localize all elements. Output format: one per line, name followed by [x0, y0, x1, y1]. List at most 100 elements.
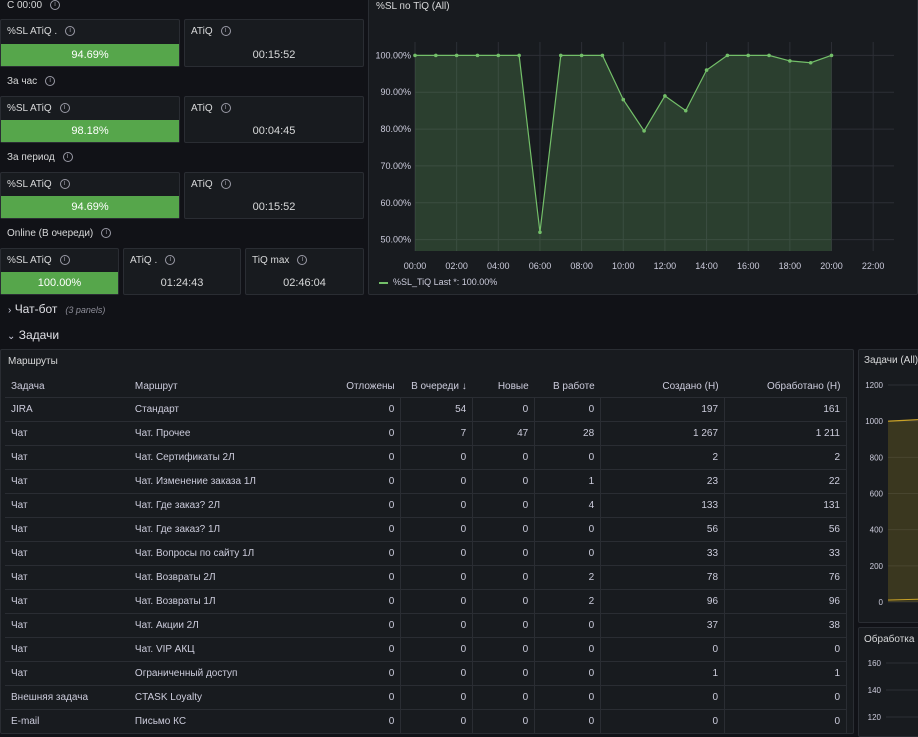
table-cell: 0	[400, 589, 474, 614]
stat-panel-sl-atiq[interactable]: %SL ATiQ .i 94.69%	[0, 19, 180, 67]
series-line[interactable]	[887, 598, 918, 601]
data-point[interactable]	[725, 53, 730, 58]
data-point[interactable]	[704, 68, 709, 72]
table-row[interactable]: Чат Чат. Возвраты 1Л 0 0 0 2 96 96	[5, 589, 847, 614]
column-header[interactable]: Обработано (Н)	[767, 380, 841, 392]
column-header[interactable]: В работе	[552, 380, 595, 392]
row-chatbot[interactable]: › Чат-бот (3 panels)	[8, 302, 105, 316]
table-row[interactable]: Чат Чат. Изменение заказа 1Л 0 0 0 1 23 22	[5, 469, 847, 494]
info-icon[interactable]: i	[62, 152, 73, 163]
stat-value: 94.69%	[1, 196, 179, 218]
info-icon[interactable]: i	[59, 103, 70, 114]
data-point[interactable]	[829, 53, 834, 58]
routes-table-panel[interactable]: Маршруты Задача Маршрут Отложены В очереди …	[0, 349, 854, 734]
data-point[interactable]	[558, 53, 563, 58]
data-point[interactable]	[517, 53, 521, 58]
data-point[interactable]	[767, 53, 771, 58]
panel-title: Задачи (All)	[864, 355, 918, 366]
stat-panel-atiq[interactable]: ATiQ .i 01:24:43	[123, 248, 241, 295]
table-row[interactable]: Чат Чат. Вопросы по сайту 1Л 0 0 0 0 33 33	[5, 541, 847, 566]
table-row[interactable]: JIRA Стандарт 0 54 0 0 197 161	[5, 397, 847, 422]
data-point[interactable]	[454, 53, 459, 58]
data-point[interactable]	[788, 59, 792, 63]
tasks-chart-panel[interactable]: Задачи (All) 1200 1000 800 600 400 200 0	[858, 349, 918, 623]
routes-table: Задача Маршрут Отложены В очереди ↓ Новые В р…	[5, 375, 847, 733]
column-header[interactable]: Отложены	[346, 380, 395, 392]
table-row[interactable]: Чат Чат. Прочее 0 7 47 28 1 267 1 211	[5, 421, 847, 446]
table-row[interactable]: E-mail Письмо КС 0 0 0 0 0 0	[5, 709, 847, 733]
info-icon[interactable]: i	[45, 76, 56, 87]
table-row[interactable]: Чат Чат. Сертификаты 2Л 0 0 0 0 2 2	[5, 445, 847, 470]
sl-chart-panel[interactable]: %SL по TiQ (All) 100.00% 90.00% 80.00% 70.0…	[368, 0, 918, 295]
x-tick-label: 14:00	[695, 261, 718, 271]
info-icon[interactable]: i	[220, 103, 231, 114]
tasks-line-chart[interactable]: 1200 1000 800 600 400 200 0	[859, 350, 918, 623]
stat-panel-tiq-max[interactable]: TiQ max i 02:46:04	[245, 248, 364, 295]
stat-panel-sl-atiq[interactable]: %SL ATiQ i 94.69%	[0, 172, 180, 219]
info-icon[interactable]: i	[101, 228, 112, 239]
data-point[interactable]	[621, 97, 626, 102]
table-cell: 0	[332, 517, 402, 542]
info-icon[interactable]: i	[220, 179, 231, 190]
column-header[interactable]: Создано (Н)	[662, 380, 719, 392]
stat-panel-atiq[interactable]: ATiQ i 00:15:52	[184, 19, 364, 67]
panel-title: Маршруты	[8, 356, 58, 367]
data-point[interactable]	[642, 129, 646, 133]
table-row[interactable]: Чат Чат. Акции 2Л 0 0 0 0 37 38	[5, 613, 847, 638]
data-point[interactable]	[413, 53, 417, 58]
info-icon[interactable]: i	[50, 0, 61, 11]
stat-panel-sl-atiq[interactable]: %SL ATiQ i 98.18%	[0, 96, 180, 143]
table-cell: 0	[332, 709, 402, 733]
info-icon[interactable]: i	[59, 179, 70, 190]
data-point[interactable]	[663, 94, 667, 98]
info-icon[interactable]: i	[65, 26, 76, 37]
column-header[interactable]: В очереди ↓	[411, 380, 467, 392]
stat-title: ATiQ i	[191, 179, 231, 190]
x-tick-label: 20:00	[820, 261, 843, 271]
table-cell: Письмо КС	[128, 709, 333, 733]
table-cell: CTASK Loyalty	[128, 685, 333, 710]
table-row[interactable]: Чат Чат. Где заказ? 2Л 0 0 0 4 133 131	[5, 493, 847, 518]
table-cell: 0	[332, 637, 402, 662]
data-point[interactable]	[496, 53, 501, 58]
column-header[interactable]: Новые	[497, 380, 529, 392]
column-header[interactable]: Задача	[11, 380, 45, 392]
sl-line-chart[interactable]: 100.00% 90.00% 80.00% 70.00% 60.00% 50.00% 00:…	[369, 0, 917, 294]
table-row[interactable]: Внешняя задача CTASK Loyalty 0 0 0 0 0 0	[5, 685, 847, 710]
processing-chart[interactable]: 160 140 120	[859, 628, 918, 737]
stat-panel-atiq[interactable]: ATiQ i 00:04:45	[184, 96, 364, 143]
chart-legend[interactable]: %SL_TiQ Last *: 100.00%	[379, 277, 497, 287]
processing-chart-panel[interactable]: Обработка 160 140 120	[858, 627, 918, 737]
y-tick-label: 600	[870, 490, 884, 499]
table-cell: Стандарт	[128, 397, 333, 422]
table-cell: 28	[534, 421, 602, 446]
table-row[interactable]: Чат Чат. Возвраты 2Л 0 0 0 2 78 76	[5, 565, 847, 590]
data-point[interactable]	[808, 60, 813, 65]
info-icon[interactable]: i	[297, 255, 308, 266]
section-title-since-start: С 00:00 i	[7, 0, 61, 11]
data-point[interactable]	[538, 230, 542, 235]
info-icon[interactable]: i	[220, 26, 231, 37]
row-tasks[interactable]: ⌄ Задачи	[7, 328, 59, 342]
table-cell: 0	[534, 541, 602, 566]
data-point[interactable]	[746, 53, 751, 58]
data-point[interactable]	[600, 53, 605, 58]
table-cell: 0	[600, 709, 726, 733]
stat-panel-sl-atiq[interactable]: %SL ATiQ i 100.00%	[0, 248, 119, 295]
info-icon[interactable]: i	[59, 255, 70, 266]
table-cell: 56	[600, 517, 726, 542]
data-point[interactable]	[475, 53, 480, 58]
table-header-row: Задача Маршрут Отложены В очереди ↓ Новые В р…	[5, 375, 847, 398]
data-point[interactable]	[683, 108, 688, 113]
info-icon[interactable]: i	[165, 255, 176, 266]
data-point[interactable]	[579, 53, 584, 58]
stat-panel-atiq[interactable]: ATiQ i 00:15:52	[184, 172, 364, 219]
table-row[interactable]: Чат Ограниченный доступ 0 0 0 0 1 1	[5, 661, 847, 686]
y-tick-label: 50.00%	[380, 235, 411, 245]
table-cell: 47	[472, 421, 536, 446]
data-point[interactable]	[434, 53, 438, 58]
series-line[interactable]	[887, 419, 918, 422]
table-row[interactable]: Чат Чат. VIP АКЦ 0 0 0 0 0 0	[5, 637, 847, 662]
table-row[interactable]: Чат Чат. Где заказ? 1Л 0 0 0 0 56 56	[5, 517, 847, 542]
column-header[interactable]: Маршрут	[134, 380, 178, 392]
